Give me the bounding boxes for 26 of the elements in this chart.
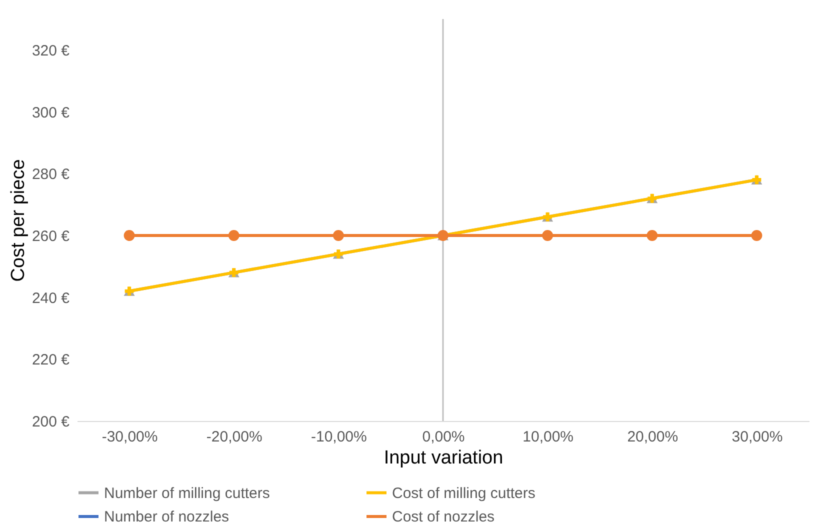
y-tick-label: 280 € bbox=[32, 166, 70, 184]
x-tick-label: 20,00% bbox=[627, 428, 678, 446]
legend-label: Number of milling cutters bbox=[104, 484, 270, 502]
x-axis-title: Input variation bbox=[384, 448, 504, 468]
y-tick-label: 260 € bbox=[32, 228, 70, 245]
x-tick-label: -20,00% bbox=[206, 428, 262, 446]
x-tick-label: 10,00% bbox=[522, 428, 574, 446]
y-tick-label: 320 € bbox=[32, 42, 70, 60]
point bbox=[751, 230, 762, 241]
point bbox=[124, 230, 135, 241]
y-tick-label: 240 € bbox=[32, 290, 70, 307]
x-tick-label: 30,00% bbox=[732, 428, 783, 446]
x-tick-label: 0,00% bbox=[422, 428, 465, 446]
y-tick-label: 300 € bbox=[32, 104, 70, 122]
point bbox=[228, 230, 240, 241]
x-tick-label: -10,00% bbox=[310, 428, 367, 446]
x-tick-label: -30,00% bbox=[102, 428, 158, 446]
point bbox=[646, 230, 658, 241]
point bbox=[332, 230, 344, 241]
legend-label: Cost of nozzles bbox=[392, 508, 495, 526]
y-axis-title: Cost per piece bbox=[8, 159, 29, 282]
y-tick-label: 220 € bbox=[32, 352, 70, 369]
legend-label: Number of nozzles bbox=[104, 508, 230, 526]
legend-label: Cost of milling cutters bbox=[392, 484, 536, 502]
point bbox=[542, 230, 554, 241]
y-tick-label: 200 € bbox=[32, 414, 70, 430]
